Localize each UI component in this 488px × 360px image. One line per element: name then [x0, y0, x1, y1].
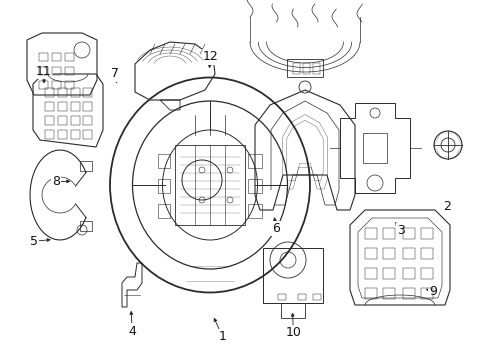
Bar — [247, 204, 262, 218]
Text: 7: 7 — [111, 67, 119, 80]
Text: 9: 9 — [428, 285, 436, 298]
Bar — [402, 288, 414, 299]
Bar — [420, 228, 432, 239]
Bar — [52, 67, 61, 75]
Bar — [83, 116, 92, 125]
Bar — [39, 67, 48, 75]
Bar — [45, 116, 54, 125]
Bar — [278, 294, 285, 300]
Text: 3: 3 — [396, 224, 404, 237]
Bar — [52, 53, 61, 61]
Bar — [247, 179, 262, 193]
Bar — [402, 268, 414, 279]
Bar — [39, 53, 48, 61]
Bar — [362, 133, 386, 163]
Bar — [382, 248, 394, 259]
Bar — [71, 102, 80, 111]
Bar — [65, 67, 74, 75]
Bar — [39, 81, 48, 89]
Text: 4: 4 — [128, 325, 136, 338]
Bar — [65, 53, 74, 61]
Bar — [364, 248, 376, 259]
Bar — [402, 228, 414, 239]
Bar — [312, 63, 319, 74]
Bar — [52, 81, 61, 89]
Text: 6: 6 — [272, 222, 280, 235]
Text: 11: 11 — [36, 65, 52, 78]
Bar — [382, 288, 394, 299]
Bar — [80, 221, 92, 231]
Bar — [420, 248, 432, 259]
Bar — [420, 268, 432, 279]
Bar — [420, 288, 432, 299]
Text: 10: 10 — [285, 327, 301, 339]
Bar — [364, 268, 376, 279]
Bar — [303, 63, 309, 74]
Text: 12: 12 — [202, 50, 218, 63]
Bar — [158, 204, 170, 218]
Bar — [364, 288, 376, 299]
Bar — [58, 130, 67, 139]
Text: 1: 1 — [218, 330, 226, 343]
Bar — [45, 130, 54, 139]
Bar — [45, 102, 54, 111]
Bar — [158, 154, 170, 168]
Text: 2: 2 — [443, 201, 450, 213]
Bar — [58, 88, 67, 97]
Bar — [58, 102, 67, 111]
Bar — [364, 228, 376, 239]
Bar — [71, 130, 80, 139]
Bar — [45, 88, 54, 97]
Bar — [382, 228, 394, 239]
Bar — [292, 63, 299, 74]
Bar — [281, 303, 305, 318]
Bar — [263, 248, 323, 303]
Bar — [71, 116, 80, 125]
Bar — [402, 248, 414, 259]
Text: 5: 5 — [30, 235, 38, 248]
Bar — [65, 81, 74, 89]
Bar — [175, 145, 244, 225]
Bar — [297, 294, 305, 300]
Bar — [382, 268, 394, 279]
Bar — [58, 116, 67, 125]
Bar — [71, 88, 80, 97]
Bar — [83, 130, 92, 139]
Bar — [83, 102, 92, 111]
Text: 8: 8 — [52, 175, 60, 188]
Bar — [83, 88, 92, 97]
Bar — [312, 294, 320, 300]
Bar — [158, 179, 170, 193]
Bar — [247, 154, 262, 168]
Bar — [286, 59, 323, 77]
Bar — [80, 161, 92, 171]
